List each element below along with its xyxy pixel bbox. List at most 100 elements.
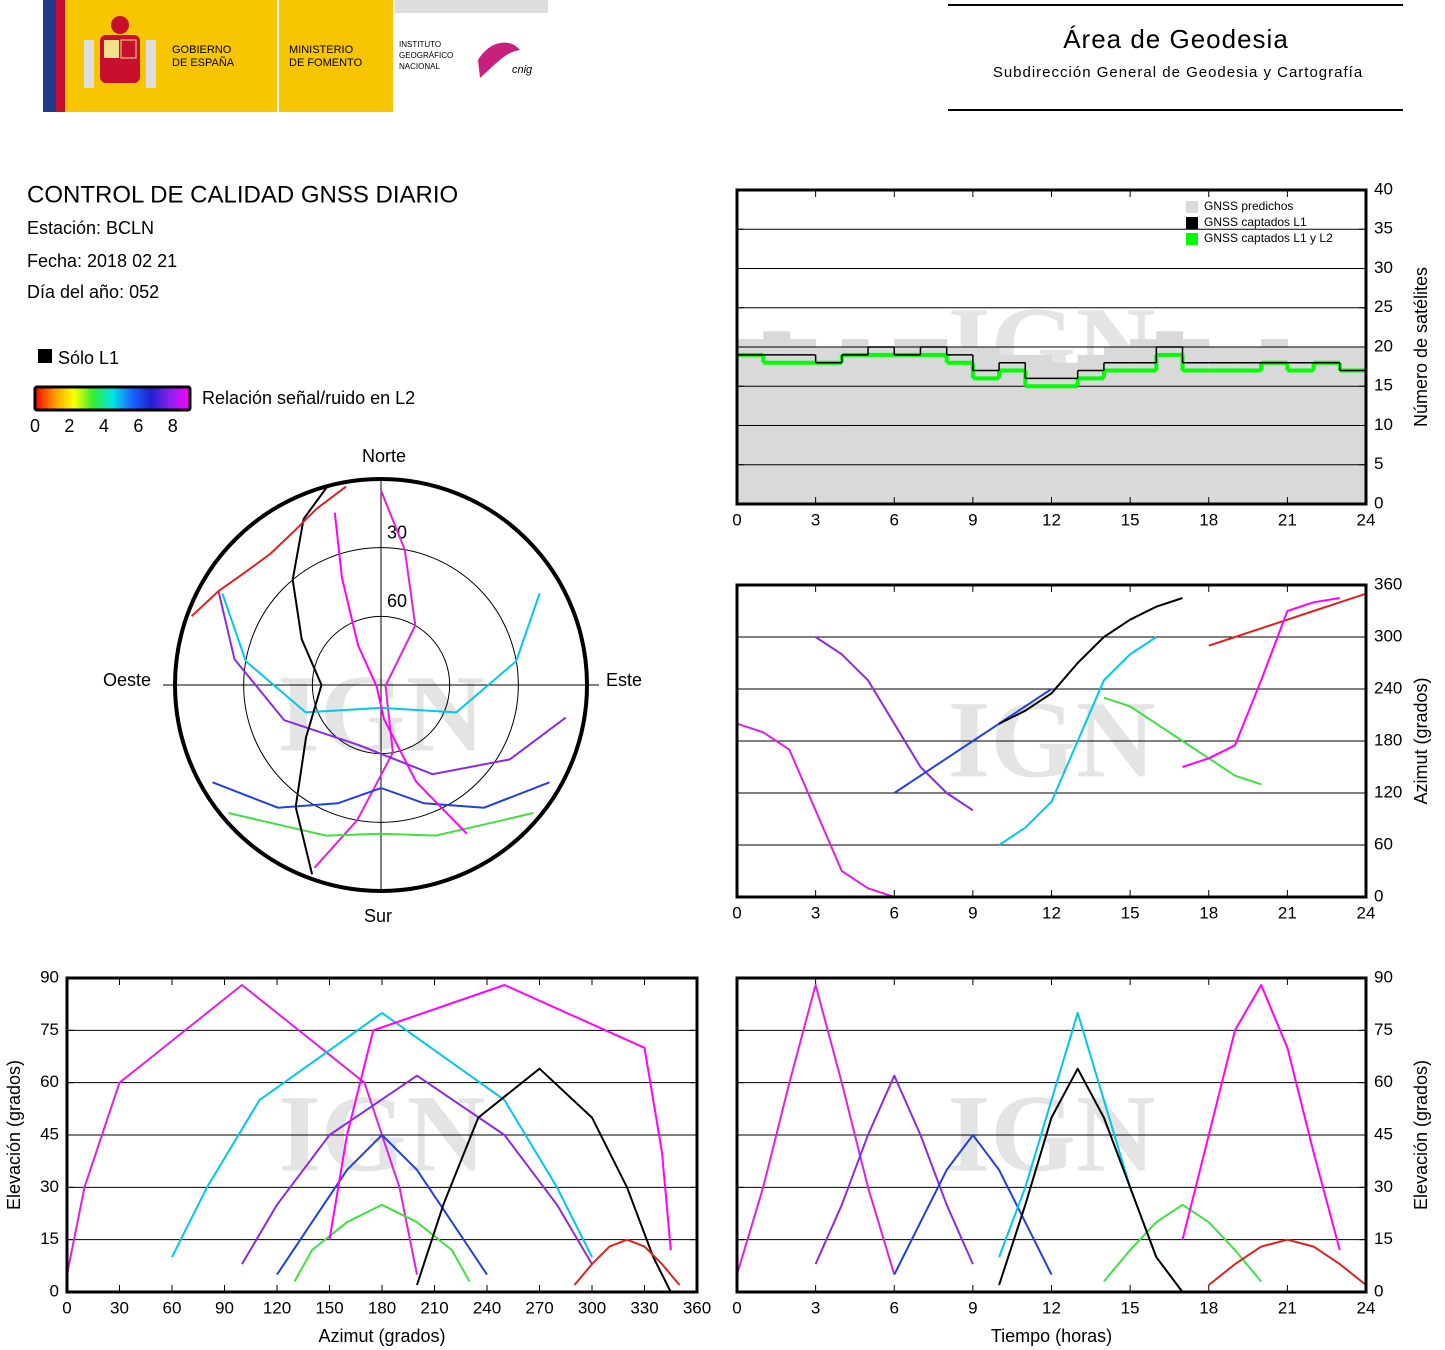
y-tick-label: 15 bbox=[40, 1229, 59, 1248]
track bbox=[333, 512, 468, 835]
area-step bbox=[894, 339, 921, 504]
y-tick-label: 60 bbox=[1374, 1072, 1393, 1091]
track bbox=[814, 1074, 974, 1265]
x-axis-label: Tiempo (horas) bbox=[991, 1326, 1112, 1346]
track bbox=[893, 1134, 1053, 1276]
track bbox=[276, 1134, 488, 1276]
y-tick-label: 30 bbox=[1374, 258, 1393, 277]
logo-text: INSTITUTO bbox=[399, 40, 441, 49]
watermark: IGN bbox=[948, 1072, 1156, 1194]
flag-stripe bbox=[56, 0, 65, 112]
x-tick-label: 360 bbox=[683, 1298, 711, 1317]
area-subtitle: Subdirección General de Geodesia y Carto… bbox=[993, 64, 1363, 81]
chart: IGN 0 15 30 45 60 75 90 0 3 6 9 12 15 18 21 24 Tiempo (ho… bbox=[732, 967, 1430, 1345]
colorbar-tick-label: 8 bbox=[168, 416, 178, 436]
x-tick-label: 300 bbox=[578, 1298, 606, 1317]
y-tick-label: 120 bbox=[1374, 782, 1402, 801]
plot-frame bbox=[735, 976, 1368, 1294]
legend-swatch bbox=[1186, 217, 1198, 229]
x-tick-label: 6 bbox=[890, 1298, 899, 1317]
x-tick-label: 0 bbox=[732, 903, 741, 922]
x-tick-label: 0 bbox=[62, 1298, 71, 1317]
legend-swatch bbox=[38, 349, 52, 363]
ring bbox=[243, 547, 519, 823]
logo-text: DE ESPAÑA bbox=[172, 56, 235, 69]
y-tick-label: 35 bbox=[1374, 219, 1393, 238]
day-of-year: Día del año: 052 bbox=[27, 282, 159, 302]
x-tick-label: 240 bbox=[473, 1298, 501, 1317]
x-tick-label: 15 bbox=[1121, 903, 1140, 922]
x-tick-label: 18 bbox=[1199, 1298, 1218, 1317]
plot-frame bbox=[173, 477, 589, 893]
x-tick-label: 15 bbox=[1121, 1298, 1140, 1317]
colorbar-label: Relación señal/ruido en L2 bbox=[202, 388, 415, 408]
ring-label: 60 bbox=[387, 591, 407, 611]
track bbox=[1208, 1238, 1367, 1286]
y-tick-label: 60 bbox=[1374, 834, 1393, 853]
y-tick-label: 90 bbox=[40, 967, 59, 986]
y-tick-label: 60 bbox=[40, 1072, 59, 1091]
x-tick-label: 18 bbox=[1199, 510, 1218, 529]
colorbar-tick-label: 6 bbox=[133, 416, 143, 436]
direction-label: Oeste bbox=[103, 670, 151, 690]
x-tick-label: 30 bbox=[110, 1298, 129, 1317]
x-tick-label: 3 bbox=[811, 903, 820, 922]
x-tick-label: 9 bbox=[968, 510, 977, 529]
track bbox=[998, 597, 1183, 725]
area-step bbox=[737, 339, 764, 504]
plot-frame bbox=[735, 188, 1368, 506]
track bbox=[815, 636, 974, 812]
colorbar-tick-label: 4 bbox=[99, 416, 109, 436]
y-axis-label: Elevación (grados) bbox=[4, 1060, 24, 1210]
y-tick-label: 240 bbox=[1374, 678, 1402, 697]
x-tick-label: 18 bbox=[1199, 903, 1218, 922]
station: Estación: BCLN bbox=[27, 218, 154, 238]
cnig-logo bbox=[478, 42, 520, 78]
y-tick-label: 0 bbox=[50, 1281, 59, 1300]
logo-bar bbox=[395, 0, 548, 13]
x-tick-label: 60 bbox=[163, 1298, 182, 1317]
y-tick-label: 45 bbox=[1374, 1124, 1393, 1143]
report-title: CONTROL DE CALIDAD GNSS DIARIO bbox=[27, 181, 458, 208]
legend-label: Sólo L1 bbox=[58, 348, 119, 368]
y-tick-label: 300 bbox=[1374, 626, 1402, 645]
y-tick-label: 30 bbox=[1374, 1177, 1393, 1196]
track bbox=[291, 485, 329, 875]
x-tick-label: 330 bbox=[630, 1298, 658, 1317]
legend-swatch bbox=[1186, 201, 1198, 213]
x-tick-label: 90 bbox=[215, 1298, 234, 1317]
track bbox=[736, 722, 895, 898]
plot-frame bbox=[735, 583, 1368, 899]
logo-text: GOBIERNO bbox=[172, 44, 232, 56]
area-step bbox=[1182, 339, 1210, 504]
track bbox=[416, 1067, 672, 1293]
area-step bbox=[1025, 354, 1052, 504]
x-tick-label: 6 bbox=[890, 510, 899, 529]
y-tick-label: 10 bbox=[1374, 415, 1393, 434]
y-tick-label: 75 bbox=[1374, 1020, 1393, 1039]
x-tick-label: 12 bbox=[1042, 903, 1061, 922]
x-tick-label: 150 bbox=[315, 1298, 343, 1317]
track bbox=[893, 688, 1053, 794]
flag-stripe bbox=[43, 0, 56, 112]
track bbox=[66, 984, 418, 1275]
track bbox=[1181, 984, 1341, 1251]
x-tick-label: 270 bbox=[525, 1298, 553, 1317]
track bbox=[241, 1074, 593, 1265]
area-step bbox=[1156, 331, 1184, 504]
x-tick-label: 3 bbox=[811, 510, 820, 529]
logo-text: cnig bbox=[512, 64, 533, 76]
track bbox=[328, 984, 672, 1251]
legend-label: GNSS captados L1 bbox=[1204, 215, 1307, 229]
y-tick-label: 15 bbox=[1374, 376, 1393, 395]
track bbox=[217, 590, 567, 776]
y-axis-label: Número de satélites bbox=[1411, 267, 1431, 427]
direction-label: Sur bbox=[364, 906, 392, 926]
track bbox=[736, 984, 896, 1275]
y-tick-label: 0 bbox=[1374, 886, 1383, 905]
area-step bbox=[999, 354, 1026, 504]
x-tick-label: 9 bbox=[968, 1298, 977, 1317]
track bbox=[212, 781, 550, 809]
